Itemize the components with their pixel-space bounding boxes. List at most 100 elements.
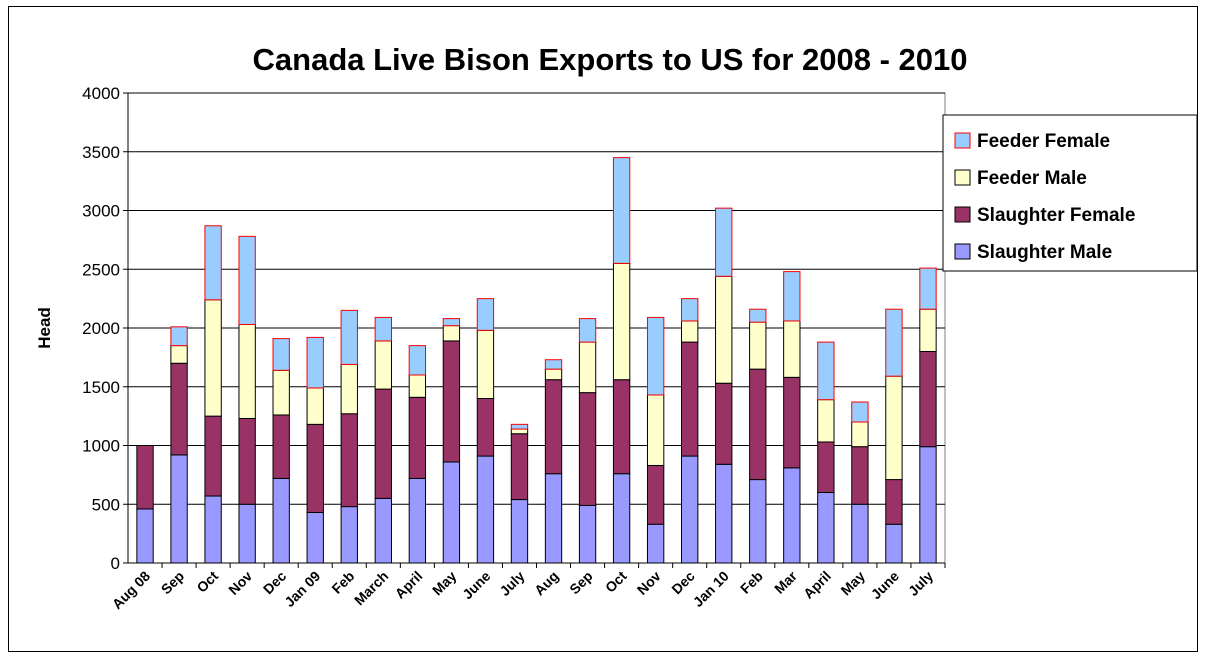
- x-tick-label: May: [429, 568, 460, 599]
- legend-label: Slaughter Female: [977, 205, 1135, 226]
- x-tick-label: Aug 08: [109, 568, 153, 612]
- y-axis-ticks: 0 500 1000 1500 2000 2500 3000 3500 4000: [82, 84, 128, 573]
- bar-segment-feeder-male: [476, 329, 495, 400]
- x-tick-label: Oct: [193, 568, 221, 596]
- legend-swatch-feeder-male: [954, 169, 971, 186]
- x-tick-label: Nov: [225, 568, 255, 598]
- bar-segment-slaughter-male: [272, 477, 290, 564]
- bar-segment-feeder-female: [885, 308, 903, 377]
- bar-segment-slaughter-male: [851, 503, 869, 564]
- bar-segment-slaughter-male: [408, 477, 427, 564]
- y-tick-label: 1000: [82, 437, 120, 456]
- bar-segment-slaughter-female: [476, 398, 495, 457]
- x-tick-label: April: [392, 568, 426, 602]
- bar-segment-slaughter-male: [715, 463, 733, 564]
- bar-segment-slaughter-female: [646, 464, 665, 525]
- bar-segment-feeder-female: [476, 298, 495, 331]
- bar-segment-feeder-female: [851, 401, 869, 423]
- bar-segment-feeder-female: [612, 157, 631, 264]
- bar-segment-feeder-female: [715, 207, 733, 277]
- y-tick-label: 2000: [82, 319, 120, 338]
- bar-segment-feeder-female: [919, 267, 937, 310]
- bar-segment-slaughter-male: [817, 492, 835, 564]
- legend-box: [942, 114, 1198, 272]
- bar-segment-feeder-female: [272, 338, 290, 371]
- bar-segment-slaughter-male: [919, 446, 937, 564]
- y-tick-label: 2500: [82, 260, 120, 279]
- bar-segment-slaughter-male: [136, 508, 154, 564]
- bar-segment-slaughter-male: [340, 506, 358, 564]
- x-tick-label: Dec: [260, 568, 290, 598]
- bar-segment-slaughter-female: [374, 388, 392, 499]
- bar-segment-feeder-female: [783, 271, 801, 322]
- bar-segment-feeder-male: [204, 299, 222, 417]
- legend-label: Slaughter Male: [977, 242, 1112, 263]
- bar-segment-slaughter-male: [170, 454, 188, 564]
- bar-segment-slaughter-male: [681, 455, 699, 564]
- legend-swatch-feeder-female: [954, 132, 971, 149]
- y-tick-label: 1500: [82, 378, 120, 397]
- bar-segment-slaughter-male: [306, 511, 324, 564]
- bar-segment-feeder-male: [340, 363, 358, 415]
- bar-segment-slaughter-male: [612, 473, 631, 564]
- y-axis-label: Head: [35, 307, 54, 349]
- x-tick-label: Mar: [771, 567, 800, 596]
- legend-swatch-slaughter-male: [954, 243, 971, 260]
- bar-segment-feeder-male: [681, 320, 699, 343]
- x-tick-label: March: [351, 568, 391, 608]
- bar-segment-slaughter-female: [238, 417, 256, 505]
- x-tick-label: Feb: [328, 568, 357, 597]
- bar-segment-slaughter-male: [510, 499, 529, 564]
- bar-segment-slaughter-male: [885, 523, 903, 564]
- bar-segment-slaughter-female: [408, 396, 427, 479]
- bar-segment-feeder-male: [170, 345, 188, 364]
- chart-title: Canada Live Bison Exports to US for 2008…: [253, 42, 968, 77]
- bar-segment-slaughter-female: [578, 392, 597, 506]
- legend-swatch-slaughter-female: [954, 206, 971, 223]
- bar-segment-slaughter-female: [170, 362, 188, 456]
- bar-segment-feeder-female: [374, 316, 392, 342]
- bar-segment-feeder-female: [170, 326, 188, 347]
- bar-segment-feeder-female: [578, 318, 597, 343]
- bar-segment-slaughter-female: [442, 340, 461, 463]
- legend: Feeder Female Feeder Male Slaughter Female…: [942, 114, 1198, 272]
- bar-segment-slaughter-female: [749, 368, 767, 481]
- bar-segment-slaughter-female: [544, 379, 563, 475]
- bar-segment-feeder-female: [408, 345, 427, 376]
- bar-segment-slaughter-female: [272, 414, 290, 479]
- legend-label: Feeder Female: [977, 131, 1110, 152]
- y-tick-label: 3000: [82, 202, 120, 221]
- x-tick-label: Aug: [531, 568, 562, 599]
- bars: [136, 157, 937, 564]
- bar-segment-slaughter-female: [681, 341, 699, 457]
- bar-segment-slaughter-male: [238, 503, 256, 564]
- x-tick-label: May: [837, 568, 868, 599]
- bar-segment-feeder-male: [919, 308, 937, 353]
- x-tick-label: July: [905, 568, 936, 599]
- bar-segment-slaughter-female: [612, 379, 631, 475]
- bar-segment-feeder-male: [306, 387, 324, 425]
- bar-segment-slaughter-male: [578, 504, 597, 564]
- bar-segment-feeder-female: [817, 341, 835, 401]
- x-tick-label: June: [868, 568, 903, 603]
- bar-segment-slaughter-male: [749, 479, 767, 564]
- bar-segment-feeder-female: [306, 336, 324, 389]
- bar-segment-slaughter-male: [544, 473, 563, 564]
- bar-segment-feeder-male: [544, 368, 563, 381]
- gridlines: [128, 92, 945, 505]
- y-tick-label: 3500: [82, 143, 120, 162]
- x-tick-label: Feb: [737, 568, 766, 597]
- bar-segment-feeder-female: [204, 225, 222, 301]
- y-tick-label: 0: [111, 554, 120, 573]
- x-tick-label: Jan 09: [281, 568, 323, 610]
- bar-segment-slaughter-male: [783, 467, 801, 564]
- bar-segment-feeder-male: [578, 341, 597, 394]
- bar-segment-feeder-male: [442, 325, 461, 342]
- bar-segment-slaughter-female: [715, 382, 733, 465]
- bar-segment-feeder-male: [783, 320, 801, 378]
- y-tick-label: 500: [92, 495, 120, 514]
- bar-segment-slaughter-male: [646, 523, 665, 564]
- x-tick-label: June: [459, 568, 494, 603]
- x-tick-label: April: [800, 568, 834, 602]
- bar-segment-slaughter-male: [374, 497, 392, 564]
